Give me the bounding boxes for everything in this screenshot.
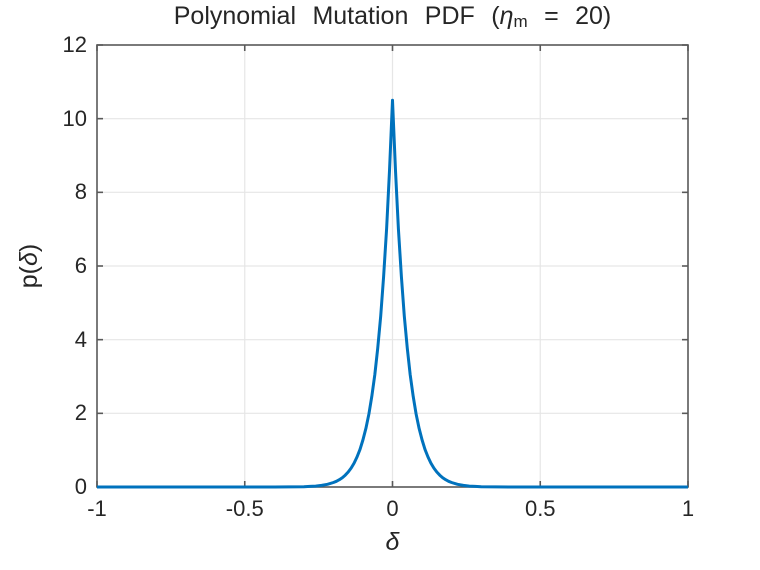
y-tick-label: 2	[74, 400, 87, 426]
chart-title-prefix: Polynomial Mutation PDF (	[173, 2, 500, 30]
pdf-curve	[97, 98, 688, 489]
delta-symbol: δ	[385, 528, 400, 556]
y-axis-label-close: )	[15, 243, 43, 253]
y-tick-label: 8	[74, 179, 87, 205]
x-axis-label: δ	[342, 528, 443, 557]
x-tick-label: 0	[386, 496, 399, 521]
y-tick-label: 10	[62, 105, 87, 131]
y-tick-label: 4	[74, 326, 87, 352]
chart-title-suffix: = 20)	[527, 2, 612, 30]
eta-symbol: η	[499, 2, 514, 30]
x-tick-label: 1	[681, 496, 695, 521]
y-tick-label: 0	[74, 474, 87, 499]
eta-subscript: m	[513, 12, 528, 32]
y-tick-label: 12	[62, 32, 87, 57]
x-tick-label: -1	[87, 496, 107, 521]
chart-title: Polynomial Mutation PDF (ηm = 20)	[97, 2, 688, 32]
x-tick-label: 0.5	[524, 496, 556, 521]
y-tick-label: 6	[74, 253, 87, 278]
x-tick-label: -0.5	[225, 496, 264, 521]
